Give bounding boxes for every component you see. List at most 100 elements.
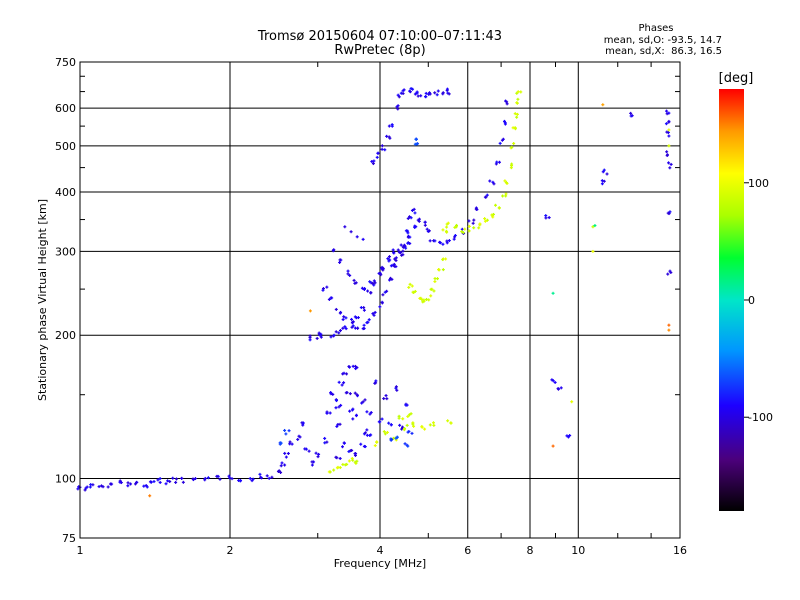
data-point [498,141,502,145]
data-point [339,310,343,314]
data-point [341,445,345,449]
data-point [334,307,338,311]
data-point [428,423,432,427]
data-point [380,265,384,269]
data-point [374,379,378,383]
data-point [383,148,387,152]
x-tick-label: 10 [571,544,585,557]
data-point [408,282,412,286]
data-point [380,144,384,148]
data-point [375,440,379,444]
data-point [355,393,359,397]
data-point [376,151,380,155]
data-point [395,388,399,392]
data-point [401,417,405,421]
data-point [345,391,349,395]
data-point [551,444,555,448]
data-point [477,226,481,230]
data-point [83,488,87,492]
data-point [515,115,519,119]
data-point [426,229,430,233]
data-point [319,335,323,339]
data-point [279,464,283,468]
data-point [279,441,283,445]
data-point [158,480,162,484]
data-point [394,385,398,389]
data-point [355,459,359,463]
data-point [354,461,358,465]
data-point [331,248,335,252]
data-point [668,210,672,214]
data-point [401,89,405,93]
data-point [334,455,338,459]
data-point [365,321,369,325]
data-point [174,477,178,481]
data-point [396,248,400,252]
data-point [432,289,436,293]
data-point [353,326,357,330]
data-point [350,408,354,412]
x-tick-label: 2 [227,544,234,557]
data-point [413,211,417,215]
data-point [387,135,391,139]
data-point [391,248,395,252]
data-point [668,269,672,273]
phase-stats-x: mean, sd,X: 86.3, 16.5 [605,46,722,57]
data-point [286,451,290,455]
data-point [467,219,471,223]
data-point [85,485,89,489]
data-point [296,437,300,441]
data-point [344,316,348,320]
data-point [367,318,371,322]
data-point [544,214,548,218]
data-point [338,258,342,262]
data-point [337,331,341,335]
data-point [437,268,441,272]
data-point [452,237,456,241]
y-tick-label: 300 [55,245,76,258]
data-point [511,126,515,130]
data-point [478,222,482,226]
data-point [505,102,509,106]
data-point [369,291,373,295]
data-point [421,300,425,304]
data-point [485,193,489,197]
data-point [411,87,415,91]
data-point [516,90,520,94]
data-point [308,309,312,313]
data-point [230,477,234,481]
data-point [276,469,280,473]
data-point [392,251,396,255]
data-point [328,411,332,415]
data-point [570,400,574,404]
data-point [348,392,352,396]
data-point [433,277,437,281]
data-point [156,478,160,482]
data-point [400,253,404,257]
data-point [445,239,449,243]
data-point [403,442,407,446]
data-point [392,264,396,268]
data-point [386,257,390,261]
data-point [383,432,387,436]
data-point [400,425,404,429]
data-point [553,380,557,384]
data-point [397,95,401,99]
y-axis-label: Stationary phase Virtual Height [km] [36,199,49,401]
data-point [665,130,669,134]
data-point [483,219,487,223]
data-point [359,306,363,310]
data-point [353,391,357,395]
data-point [445,225,449,229]
data-point [413,224,417,228]
data-point [665,109,669,113]
data-point [89,483,93,487]
data-point [396,107,400,111]
data-point [509,166,513,170]
data-point [463,227,467,231]
data-point [258,472,262,476]
y-tick-label: 200 [55,329,76,342]
data-point [382,430,386,434]
data-point [238,479,242,483]
data-point [406,430,410,434]
